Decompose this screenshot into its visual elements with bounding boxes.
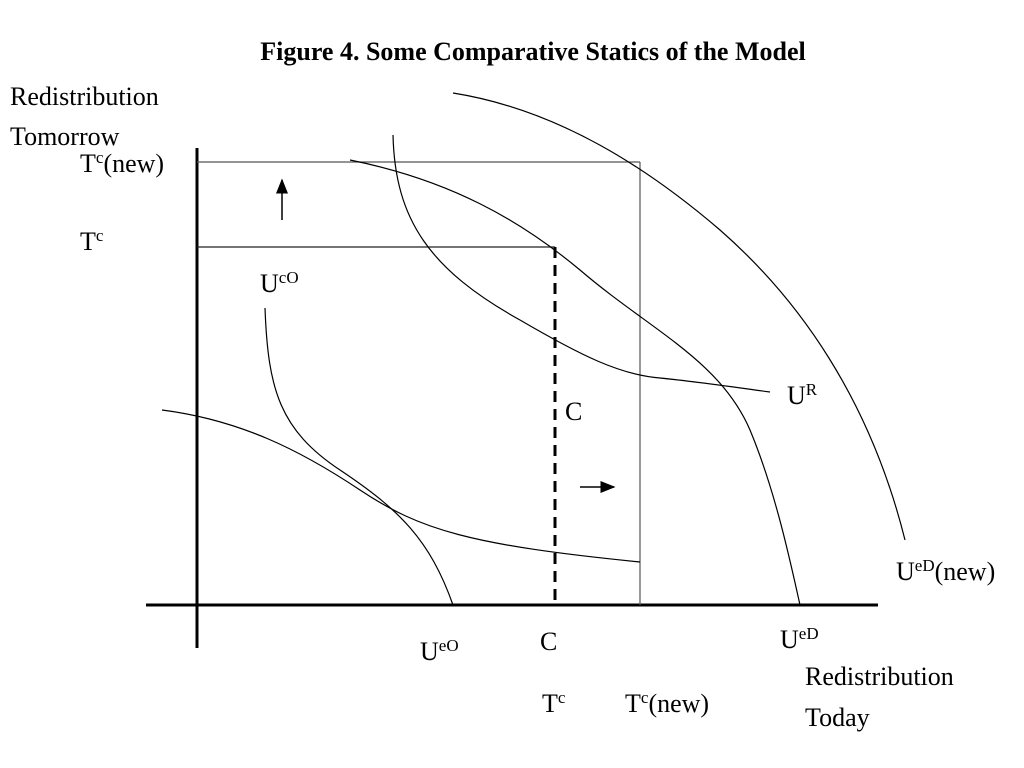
guide-lines — [197, 161, 641, 605]
label-suffix: (new) — [935, 557, 996, 586]
label-base: T — [80, 149, 96, 178]
curves — [161, 92, 906, 606]
label: C — [540, 627, 557, 656]
label-sup: cO — [279, 268, 299, 287]
label-base: U — [787, 381, 806, 410]
label: Tc — [80, 226, 104, 256]
axes — [146, 148, 878, 648]
label-base: T — [625, 689, 641, 718]
label-base: U — [896, 557, 915, 586]
label-sup: c — [96, 226, 104, 245]
label: UR — [787, 380, 818, 410]
y-axis-label: Tomorrow — [10, 122, 120, 151]
label-base: U — [420, 637, 439, 666]
label-sup: R — [806, 380, 818, 399]
label-base: U — [260, 269, 279, 298]
title: Figure 4. Some Comparative Statics of th… — [260, 37, 805, 66]
x-axis-label: Redistribution — [805, 662, 954, 691]
label-sup: eO — [439, 636, 459, 655]
label-sup: c — [641, 688, 649, 707]
y-axis-label: Redistribution — [10, 82, 159, 111]
label-sup: eD — [915, 556, 935, 575]
label-sup: c — [96, 148, 104, 167]
label-base: C — [565, 397, 582, 426]
label: Tc(new) — [80, 148, 164, 178]
label: Tc — [542, 688, 566, 718]
label-base: U — [780, 625, 799, 654]
label: UcO — [260, 268, 299, 298]
arrows — [276, 178, 616, 493]
label: Tc(new) — [625, 688, 709, 718]
label-base: C — [540, 627, 557, 656]
label: UeD(new) — [896, 556, 995, 586]
label-sup: eD — [799, 624, 819, 643]
label-base: T — [80, 227, 96, 256]
label-base: T — [542, 689, 558, 718]
label: C — [565, 397, 582, 426]
label-suffix: (new) — [648, 689, 709, 718]
label: UeO — [420, 636, 459, 666]
label: UeD — [780, 624, 819, 654]
x-axis-label: Today — [805, 703, 870, 732]
label-suffix: (new) — [103, 149, 164, 178]
label-sup: c — [558, 688, 566, 707]
